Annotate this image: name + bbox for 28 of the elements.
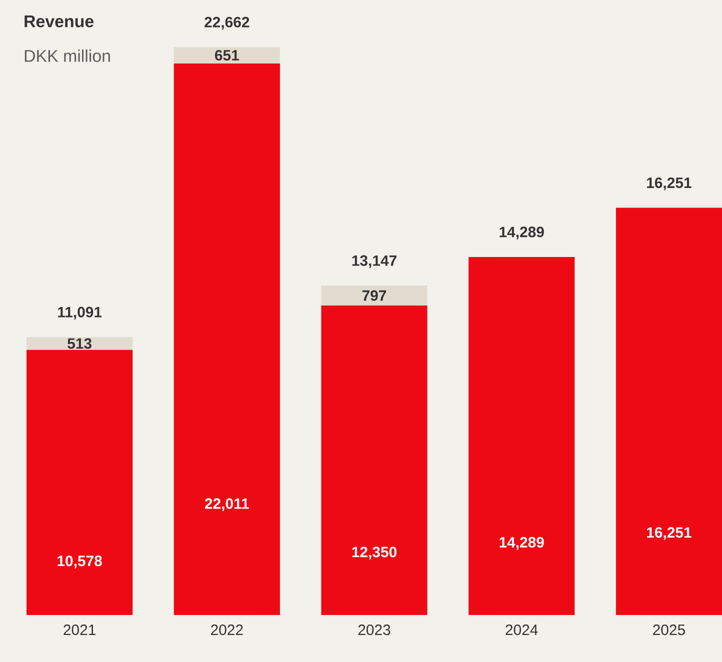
bar bbox=[26, 350, 133, 615]
total-label: 14,289 bbox=[500, 226, 544, 240]
data-label: 797 bbox=[362, 290, 386, 301]
total-label: 22,662 bbox=[204, 16, 250, 30]
bar bbox=[321, 286, 428, 306]
x-tick-label: 2022 bbox=[211, 624, 243, 636]
bar bbox=[174, 47, 280, 64]
data-label: 16,251 bbox=[647, 527, 692, 540]
bar bbox=[321, 306, 428, 615]
bar bbox=[26, 337, 133, 350]
total-label: 11,091 bbox=[58, 306, 102, 320]
x-tick-label: 2021 bbox=[64, 624, 96, 636]
data-label: 513 bbox=[68, 338, 92, 349]
x-tick-label: 2024 bbox=[506, 624, 538, 636]
x-tick-label: 2023 bbox=[358, 624, 390, 636]
chart-subtitle: DKK million bbox=[24, 50, 110, 62]
data-label: 22,011 bbox=[204, 498, 249, 512]
chart-title: Revenue bbox=[24, 16, 94, 28]
bar bbox=[616, 208, 722, 615]
data-label: 651 bbox=[214, 50, 239, 61]
data-label: 10,578 bbox=[58, 556, 102, 568]
total-label: 16,251 bbox=[647, 178, 692, 190]
data-label: 14,289 bbox=[500, 537, 544, 550]
total-label: 13,147 bbox=[352, 255, 396, 268]
bar bbox=[174, 63, 280, 615]
data-label: 12,350 bbox=[352, 546, 396, 560]
x-tick-label: 2025 bbox=[653, 624, 685, 636]
bar bbox=[468, 256, 575, 615]
